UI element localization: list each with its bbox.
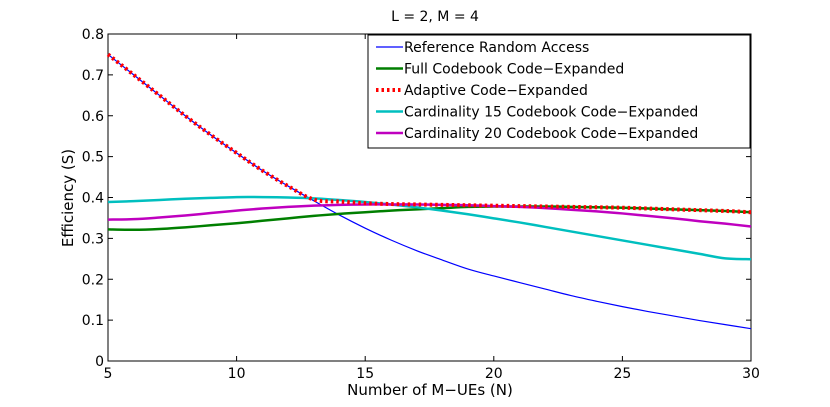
legend-label-2: Adaptive Code−Expanded bbox=[404, 83, 588, 99]
legend-label-3: Cardinality 15 Codebook Code−Expanded bbox=[404, 105, 698, 121]
legend-box bbox=[367, 34, 751, 149]
y-tick-label: 0.3 bbox=[82, 231, 104, 247]
y-tick-label: 0.6 bbox=[82, 109, 104, 125]
y-tick-label: 0.2 bbox=[82, 272, 104, 288]
x-axis-label: Number of M−UEs (N) bbox=[347, 381, 513, 399]
y-tick-label: 0.4 bbox=[82, 191, 104, 207]
series-line-4 bbox=[107, 203, 752, 228]
x-tick-label: 15 bbox=[356, 366, 374, 382]
y-tick-label: 0.7 bbox=[82, 68, 104, 84]
x-tick-label: 25 bbox=[613, 366, 631, 382]
y-axis-label: Efficiency (S) bbox=[59, 149, 77, 247]
y-tick-label: 0 bbox=[95, 354, 104, 370]
x-tick-label: 10 bbox=[228, 366, 246, 382]
y-tick-label: 0.8 bbox=[82, 27, 104, 43]
x-tick-label: 20 bbox=[485, 366, 503, 382]
y-tick-label: 0.1 bbox=[82, 313, 104, 329]
legend-label-0: Reference Random Access bbox=[404, 40, 589, 56]
legend-label-1: Full Codebook Code−Expanded bbox=[404, 62, 624, 78]
series-line-2 bbox=[106, 52, 752, 215]
legend-label-4: Cardinality 20 Codebook Code−Expanded bbox=[404, 126, 698, 142]
chart-title: L = 2, M = 4 bbox=[391, 9, 479, 25]
y-tick-label: 0.5 bbox=[82, 150, 104, 166]
x-tick-label: 5 bbox=[104, 366, 113, 382]
x-tick-label: 30 bbox=[742, 366, 760, 382]
series-line-3 bbox=[107, 195, 752, 261]
